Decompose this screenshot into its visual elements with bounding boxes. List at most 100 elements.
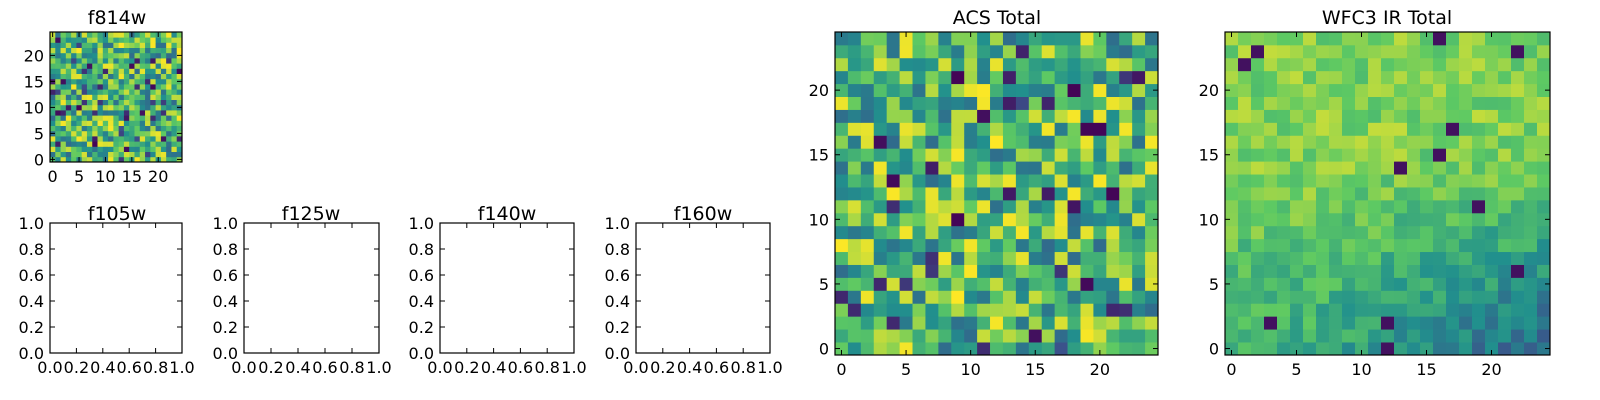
heatmap-cell [166, 78, 172, 85]
heatmap-cell [139, 52, 146, 59]
heatmap-cell [951, 44, 965, 59]
heatmap-cell [1524, 225, 1538, 240]
heatmap-cell [55, 146, 61, 152]
heatmap-cell [1145, 122, 1159, 136]
heatmap-cell [1368, 212, 1382, 227]
heatmap-cell [1106, 174, 1120, 188]
heatmap-cell [65, 78, 72, 85]
heatmap-cell [1368, 148, 1382, 162]
heatmap-cell [55, 136, 61, 142]
heatmap-cell [1028, 264, 1043, 278]
heatmap-cell [1277, 329, 1291, 343]
heatmap-cell [1277, 251, 1291, 265]
heatmap-cell [92, 156, 98, 163]
heatmap-cell [951, 187, 965, 201]
heatmap-cell [1524, 316, 1538, 330]
heatmap-cell [71, 104, 77, 111]
heatmap-cell [129, 78, 135, 85]
heatmap-cell [166, 63, 172, 69]
heatmap-cell [1498, 44, 1512, 59]
heatmap-cell [1433, 199, 1447, 214]
heatmap-cell [1355, 303, 1369, 317]
heatmap-cell [1342, 329, 1356, 343]
heatmap-cell [835, 303, 849, 317]
heatmap-cell [1381, 303, 1395, 317]
x-tick-label: 0.2 [454, 358, 479, 377]
heatmap-cell [166, 136, 172, 142]
heatmap-cell [1106, 187, 1120, 201]
heatmap-cell [108, 94, 114, 100]
heatmap-cell [964, 238, 978, 253]
heatmap-cell [1251, 174, 1265, 188]
heatmap-cell [65, 130, 72, 137]
heatmap-cell [1524, 32, 1538, 46]
heatmap-cell [1316, 122, 1330, 136]
heatmap-cell [108, 104, 114, 111]
heatmap-cell [92, 130, 98, 137]
heatmap-cell [97, 146, 104, 152]
heatmap-cell [76, 47, 83, 54]
heatmap-cell [899, 329, 913, 343]
heatmap-cell [1303, 161, 1317, 175]
heatmap-cell [1342, 316, 1356, 330]
heatmap-cell [134, 47, 141, 54]
heatmap-cell [129, 58, 135, 64]
heatmap-cell [166, 130, 172, 137]
axes-frame [49, 31, 183, 163]
heatmap-cell [1524, 83, 1538, 97]
heatmap-cell [1329, 135, 1343, 149]
heatmap-cell [951, 290, 965, 304]
heatmap-cell [1264, 32, 1278, 46]
heatmap-cell [1368, 277, 1382, 291]
heatmap-cell [938, 174, 952, 188]
heatmap-cell [160, 89, 167, 95]
heatmap-cell [951, 329, 965, 343]
heatmap-cell [129, 151, 135, 158]
heatmap-cell [1355, 174, 1369, 188]
heatmap-cell [1277, 57, 1291, 72]
heatmap-cell [1459, 199, 1473, 214]
heatmap-cell [81, 42, 88, 48]
heatmap-cell [873, 44, 888, 59]
heatmap-cell [139, 32, 146, 38]
heatmap-cell [1407, 122, 1421, 136]
heatmap-cell [1459, 135, 1473, 149]
heatmap-cell [1368, 264, 1382, 278]
heatmap-cell [123, 120, 130, 126]
heatmap-cell [123, 141, 130, 147]
heatmap-cell [1264, 96, 1278, 110]
y-tick-label: 0.4 [605, 292, 630, 311]
heatmap-cell [65, 141, 72, 147]
heatmap-cell [951, 225, 965, 240]
heatmap-cell [1433, 135, 1447, 149]
heatmap-cell [118, 84, 125, 90]
heatmap-cell [1054, 187, 1068, 201]
heatmap-cell [1355, 251, 1369, 265]
heatmap-cell [139, 156, 146, 163]
heatmap-cell [65, 156, 72, 163]
heatmap-cell [81, 37, 88, 43]
heatmap-cell [860, 199, 875, 214]
y-tick-label: 0.4 [409, 292, 434, 311]
heatmap-cell [123, 78, 130, 85]
heatmap-cell [1511, 290, 1525, 304]
heatmap-cell [1015, 70, 1030, 85]
heatmap-cell [990, 212, 1004, 227]
heatmap-cell [71, 99, 77, 106]
heatmap-cell [92, 120, 98, 126]
heatmap-cell [1342, 44, 1356, 59]
heatmap-cell [1342, 303, 1356, 317]
heatmap-cell [76, 58, 83, 64]
heatmap-cell [1002, 109, 1017, 123]
heatmap-cell [1145, 96, 1159, 110]
heatmap-cell [1394, 251, 1408, 265]
heatmap-cell [1537, 174, 1551, 188]
heatmap-cell [1498, 342, 1512, 356]
heatmap-cell [886, 57, 900, 72]
heatmap-cell [60, 94, 67, 100]
heatmap-cell [1329, 161, 1343, 175]
heatmap-cell [1225, 44, 1239, 59]
heatmap-cell [108, 125, 114, 132]
heatmap-cell [113, 125, 120, 132]
heatmap-cell [1225, 329, 1239, 343]
